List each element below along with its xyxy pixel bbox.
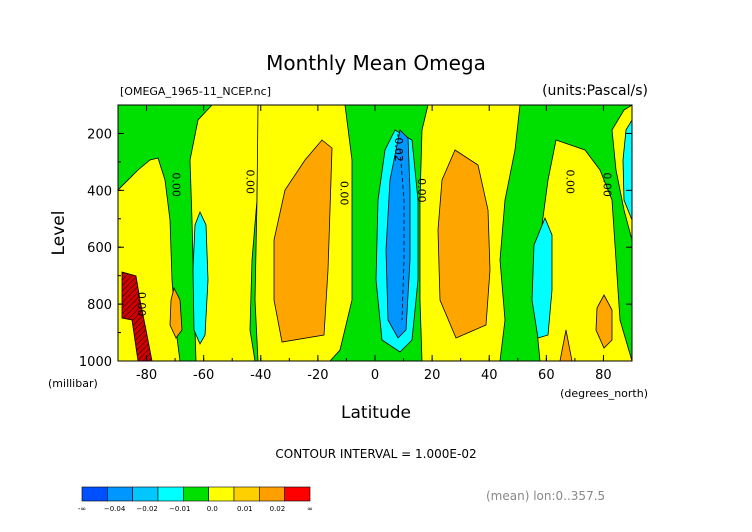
colorbar-swatch bbox=[132, 486, 159, 502]
contour-field bbox=[118, 105, 632, 361]
contour-label: 0.00 bbox=[169, 172, 182, 197]
region-red-sh-polar bbox=[121, 271, 153, 361]
contour-labels: 0.00 0.00 0.00 0.00 0.00 -0.02 0.00 0.00 bbox=[135, 133, 613, 316]
mean-note: (mean) lon:0..357.5 bbox=[486, 489, 605, 503]
contour-label: 0.00 bbox=[415, 178, 428, 203]
units-label: (units:Pascal/s) bbox=[542, 83, 648, 99]
x-unit-label: (degrees_north) bbox=[560, 387, 648, 400]
colorbar-label: -∞ bbox=[78, 505, 86, 513]
contour-label: 0.00 bbox=[135, 292, 148, 317]
region-blue-eq bbox=[385, 129, 411, 339]
colorbar-label: ∞ bbox=[307, 505, 313, 513]
colorbar-swatch bbox=[107, 486, 133, 502]
y-axis-label: Level bbox=[49, 211, 69, 256]
contour-label: -0.02 bbox=[392, 133, 405, 161]
colorbar-labels: -∞ −0.04 −0.02 −0.01 0.0 0.01 0.02 ∞ bbox=[78, 505, 313, 513]
colorbar-label: 0.01 bbox=[237, 505, 253, 513]
region-cyan-nh bbox=[531, 216, 553, 339]
colorbar-swatch bbox=[284, 486, 311, 502]
y-axis: 200 400 600 800 1000 bbox=[79, 104, 632, 370]
x-tick-label: 0 bbox=[371, 368, 379, 383]
y-tick-label: 600 bbox=[87, 241, 112, 256]
region-orange-nh-edge bbox=[559, 329, 573, 361]
region-orange-nh-sub bbox=[437, 149, 491, 339]
colorbar-label: −0.01 bbox=[169, 505, 190, 513]
colorbar-label: 0.0 bbox=[207, 505, 218, 513]
y-tick-label: 400 bbox=[87, 184, 112, 199]
colorbar-swatch bbox=[259, 486, 285, 502]
colorbar-swatch bbox=[183, 486, 209, 502]
contour-label: 0.00 bbox=[244, 170, 257, 195]
x-tick-label: 80 bbox=[595, 368, 612, 383]
colorbar bbox=[81, 486, 311, 502]
colorbar-label: −0.04 bbox=[104, 505, 126, 513]
colorbar-label: 0.02 bbox=[270, 505, 286, 513]
region-cyan-sh bbox=[192, 210, 209, 345]
colorbar-label: −0.02 bbox=[136, 505, 157, 513]
y-unit-label: (millibar) bbox=[48, 377, 98, 390]
x-tick-label: 40 bbox=[481, 368, 498, 383]
contour-label: 0.00 bbox=[600, 172, 613, 197]
x-tick-label: -80 bbox=[136, 368, 157, 383]
x-tick-label: 20 bbox=[424, 368, 441, 383]
region-orange-nh-polar bbox=[595, 294, 613, 349]
region-cyan-nh-polar bbox=[622, 119, 632, 221]
region-orange-sh-mid bbox=[273, 139, 333, 343]
file-label: [OMEGA_1965-11_NCEP.nc] bbox=[120, 85, 271, 98]
colorbar-swatch bbox=[157, 486, 184, 502]
x-axis-label: Latitude bbox=[341, 403, 411, 423]
contour-line-dashed bbox=[399, 149, 405, 321]
x-tick-label: -60 bbox=[193, 368, 214, 383]
contour-interval: CONTOUR INTERVAL = 1.000E-02 bbox=[275, 447, 476, 461]
y-tick-label: 1000 bbox=[79, 355, 112, 370]
region-orange-sh-polar bbox=[169, 286, 183, 339]
x-tick-label: 60 bbox=[538, 368, 555, 383]
x-axis: -80 -60 -40 -20 0 20 40 60 80 bbox=[117, 105, 633, 383]
colorbar-swatch bbox=[81, 486, 108, 502]
colorbar-swatch bbox=[208, 486, 235, 502]
contour-label: 0.00 bbox=[563, 170, 576, 195]
x-tick-label: -40 bbox=[250, 368, 271, 383]
contour-label: 0.00 bbox=[338, 181, 351, 206]
colorbar-swatch bbox=[233, 486, 260, 502]
chart-title: Monthly Mean Omega bbox=[266, 51, 486, 75]
y-tick-label: 200 bbox=[87, 127, 112, 142]
x-tick-label: -20 bbox=[307, 368, 328, 383]
y-tick-label: 800 bbox=[87, 298, 112, 313]
